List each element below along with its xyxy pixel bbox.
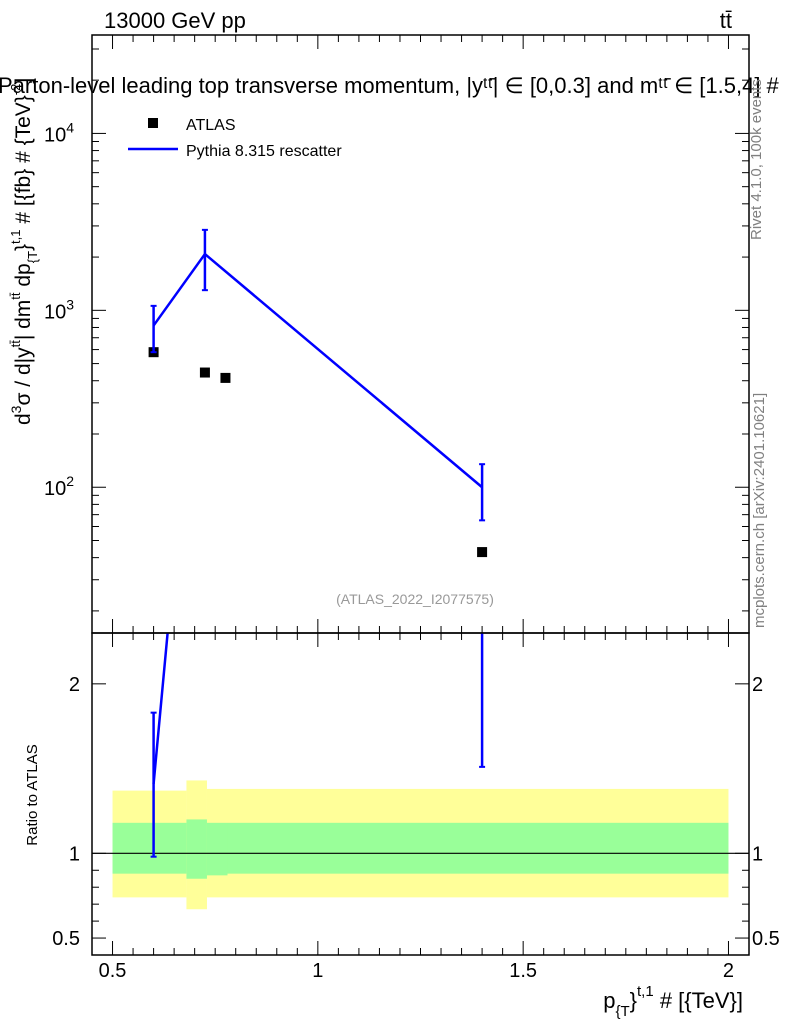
tick-base: 10 xyxy=(44,478,66,500)
ratio-x-tick-labels: 0.5 1 1.5 2 xyxy=(99,960,734,982)
y-label-part-d: tt̄ xyxy=(8,340,23,348)
energy-label: 13000 GeV pp xyxy=(104,8,246,33)
tick-base: 10 xyxy=(44,124,66,146)
ratio-x-tick-label: 1 xyxy=(312,960,323,982)
main-series xyxy=(148,228,488,558)
ratio-series-clipped xyxy=(150,633,486,858)
analysis-watermark: (ATLAS_2022_I2077575) xyxy=(336,591,494,607)
ratio-inner-band xyxy=(206,822,228,876)
ratio-y-tick-label-left: 2 xyxy=(69,674,80,696)
ratio-inner-band xyxy=(186,819,207,879)
ratio-y-tick-label-left: 0.5 xyxy=(52,928,80,950)
ratio-x-tick-label: 2 xyxy=(723,960,734,982)
atlas-data-point xyxy=(220,372,231,383)
main-y-tick-label: 102 xyxy=(44,473,74,500)
y-label-part-c: σ / d|y xyxy=(12,347,35,406)
atlas-data-point xyxy=(477,547,488,558)
y-label-part-g: dp xyxy=(12,263,35,292)
x-label-part-e: # [{TeV}] xyxy=(654,988,743,1013)
y-label-part-a: d xyxy=(12,413,35,425)
legend: ATLAS Pythia 8.315 rescatter xyxy=(128,117,342,160)
ratio-series xyxy=(150,633,486,858)
y-label-part-j: t,1 xyxy=(8,229,23,243)
mcplots-label: mcplots.cern.ch [arXiv:2401.10621] xyxy=(751,393,768,628)
legend-atlas-marker xyxy=(148,118,158,128)
ratio-inner-band xyxy=(227,822,729,874)
y-label-part-k: # [{fb} # {TeV} xyxy=(12,95,35,229)
tick-exponent: 3 xyxy=(66,296,74,312)
tick-base: 10 xyxy=(44,301,66,323)
x-label-part-d: t,1 xyxy=(637,983,654,1000)
x-label-part-c: } xyxy=(630,988,637,1013)
ratio-tick-marks xyxy=(91,633,750,955)
x-label-part-a: p xyxy=(603,988,615,1013)
x-label-part-b: {T xyxy=(615,1003,629,1020)
ratio-panel-frame xyxy=(91,632,750,956)
ratio-x-tick-label: 0.5 xyxy=(99,960,127,982)
ratio-y-tick-label-left: 1 xyxy=(69,843,80,865)
y-label-part-f: tt̄ xyxy=(8,292,23,300)
ratio-y-tick-label-right: 1 xyxy=(752,843,763,865)
main-y-axis-label: d3σ / d|ytt̄| dmtt̄ dp{T}t,1 # [{fb} # {… xyxy=(8,78,40,425)
legend-pythia-label: Pythia 8.315 rescatter xyxy=(186,143,342,160)
x-axis-label: p{T}t,1 # [{TeV}] xyxy=(603,983,743,1020)
y-label-part-i: } xyxy=(12,244,35,251)
y-label-part-l: -2 xyxy=(8,84,23,96)
process-label: tt̄ xyxy=(720,8,732,33)
ratio-y-tick-labels: 0.5 0.5 1 1 2 2 xyxy=(52,674,780,950)
plot-title: Parton-level leading top transverse mome… xyxy=(0,73,780,98)
rivet-version-label: Rivet 4.1.0, 100k events xyxy=(748,79,765,240)
atlas-data-point xyxy=(199,367,210,378)
main-y-tick-label: 103 xyxy=(44,296,74,323)
main-tick-marks xyxy=(91,35,750,633)
y-label-part-e: | dm xyxy=(12,300,35,340)
legend-atlas-label: ATLAS xyxy=(186,117,236,134)
y-label-part-h: {T xyxy=(25,251,40,263)
ratio-uncertainty-bands xyxy=(112,780,729,910)
ratio-y-tick-label-right: 0.5 xyxy=(752,928,780,950)
tick-exponent: 4 xyxy=(66,119,74,135)
ratio-y-tick-label-right: 2 xyxy=(752,674,763,696)
main-panel-background xyxy=(92,35,749,633)
ratio-x-tick-label: 1.5 xyxy=(509,960,537,982)
tick-exponent: 2 xyxy=(66,473,74,489)
main-y-tick-label: 104 xyxy=(44,119,74,146)
y-label-part-m: ] xyxy=(12,78,35,84)
ratio-panel: 0.5 0.5 1 1 2 2 0.5 1 1.5 2 Ratio to ATLAS p{T}t… xyxy=(24,632,780,1020)
y-label-part-b: 3 xyxy=(8,405,24,413)
ratio-inner-band xyxy=(112,822,187,874)
ratio-y-axis-label: Ratio to ATLAS xyxy=(24,744,41,845)
